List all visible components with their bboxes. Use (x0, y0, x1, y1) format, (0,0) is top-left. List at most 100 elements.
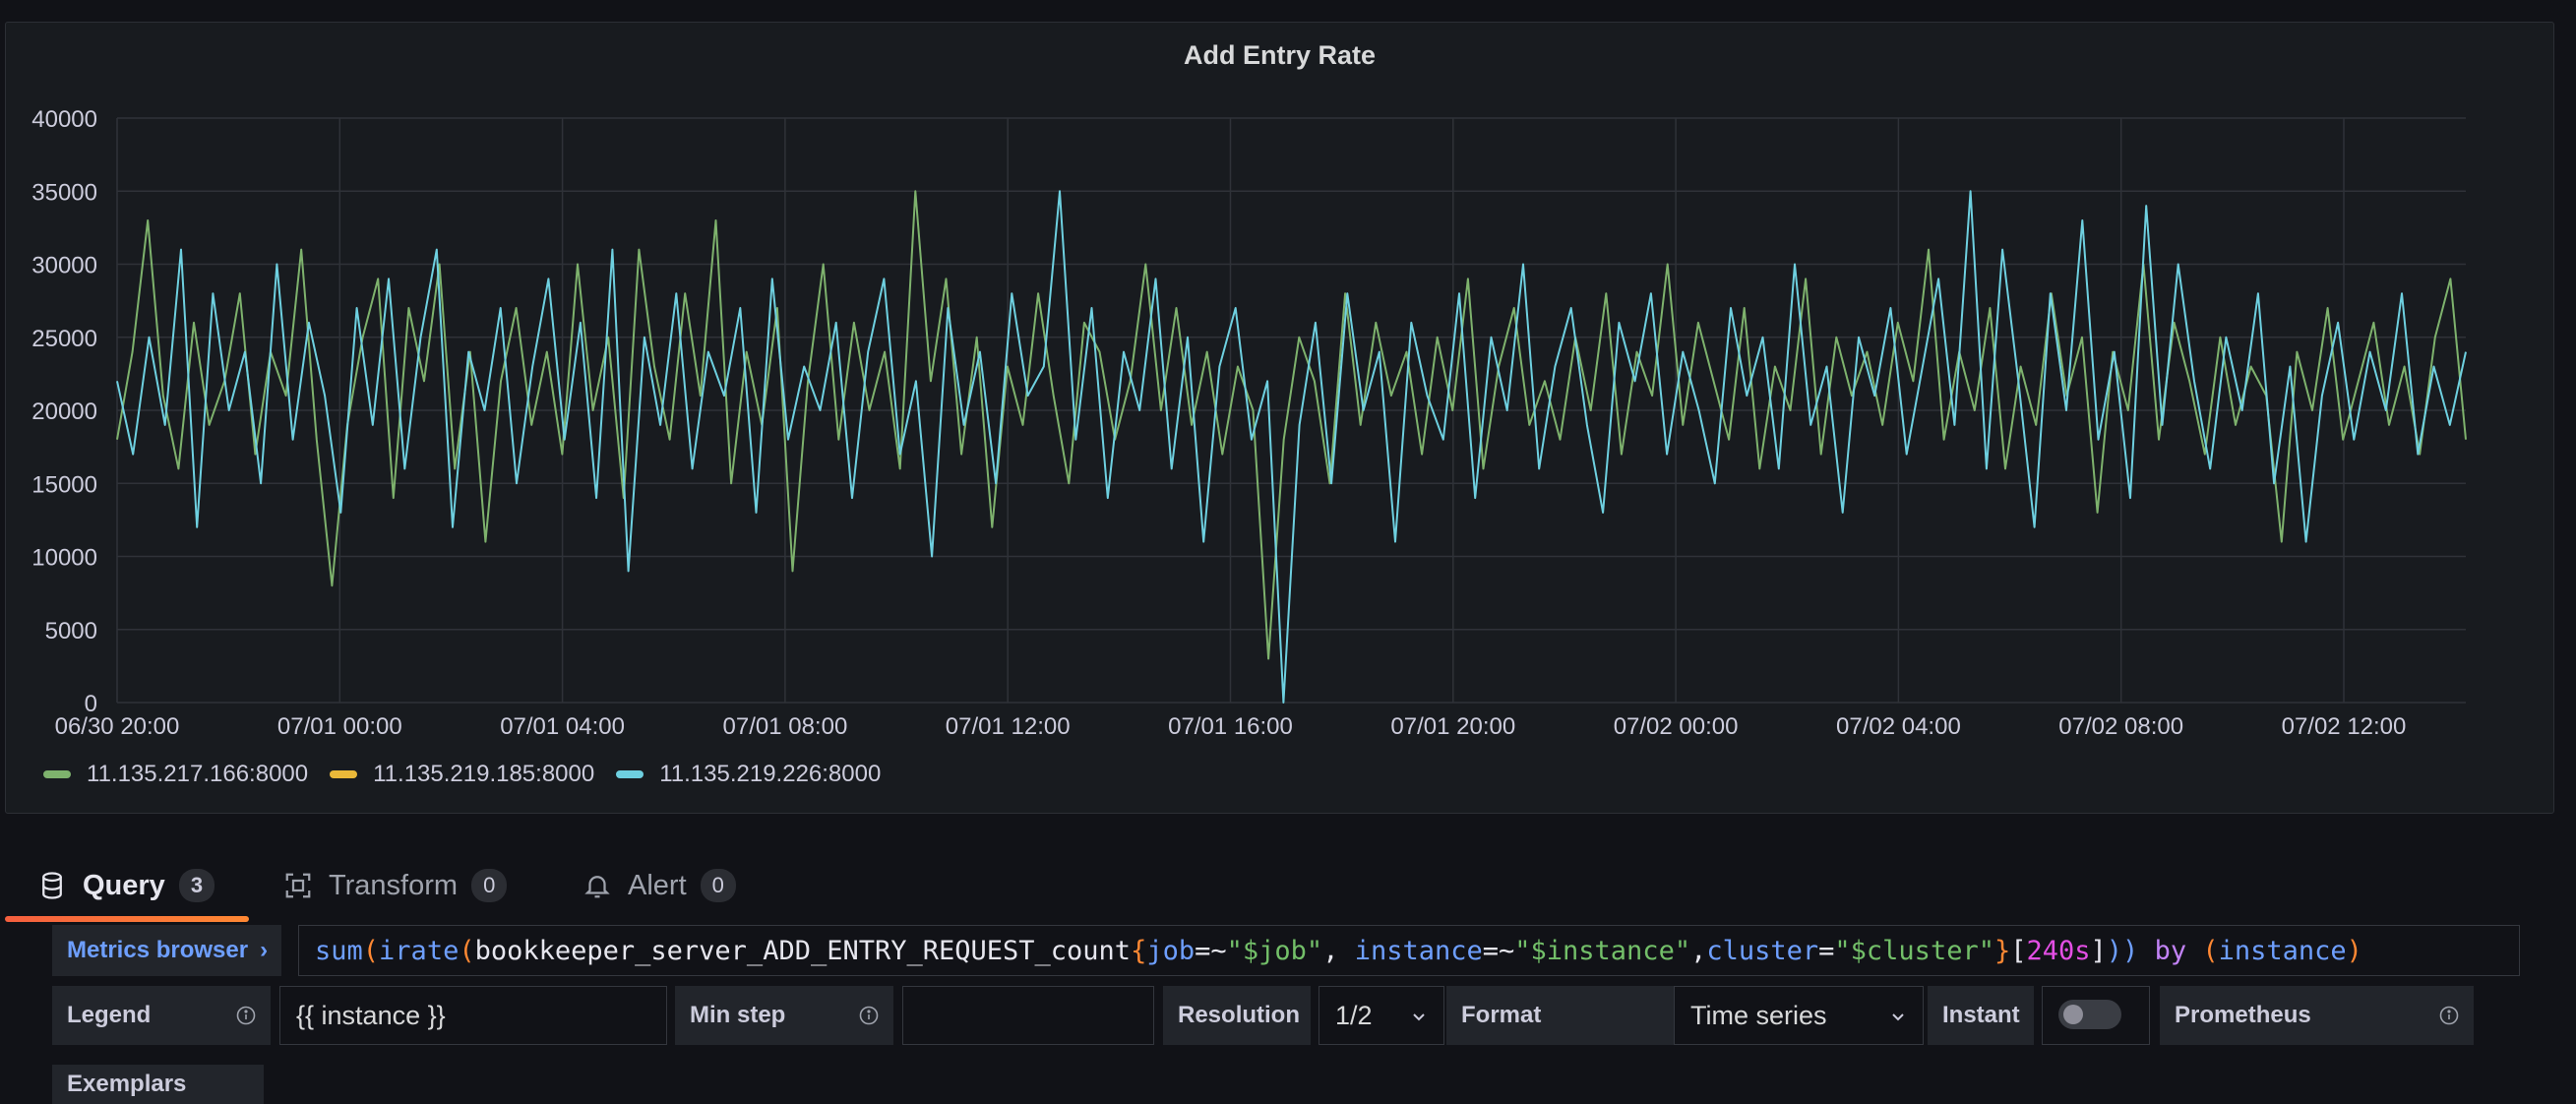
exemplars-option-label: Exemplars (52, 1065, 264, 1104)
query-token: =~ (1482, 935, 1515, 966)
metrics-browser-label: Metrics browser (67, 937, 249, 963)
y-tick-label: 10000 (31, 545, 97, 572)
min-step-input[interactable] (902, 986, 1154, 1045)
metrics-browser-button[interactable]: Metrics browser › (52, 925, 281, 976)
info-icon[interactable] (236, 1006, 256, 1025)
series-line-0 (116, 190, 2467, 660)
resolution-option-label: Resolution (1163, 986, 1311, 1045)
instant-toggle[interactable] (2058, 1000, 2121, 1029)
tab-count: 0 (471, 869, 508, 902)
instant-option-label: Instant (1928, 986, 2034, 1045)
promql-query-input[interactable]: sum(irate(bookkeeper_server_ADD_ENTRY_RE… (298, 925, 2520, 976)
y-tick-label: 35000 (31, 179, 97, 206)
x-tick-label: 07/01 12:00 (946, 713, 1071, 740)
legend-option-label: Legend (52, 986, 271, 1045)
query-token: [ (2010, 935, 2027, 966)
transform-icon (285, 873, 311, 898)
option-label-text: Min step (690, 1002, 786, 1028)
option-label-text: Resolution (1178, 1002, 1300, 1028)
legend-swatch-166 (43, 770, 71, 778)
prometheus-option-label: Prometheus (2160, 986, 2474, 1045)
x-tick-label: 07/01 20:00 (1390, 713, 1515, 740)
query-token: instance (1354, 935, 1483, 966)
min-step-option-label: Min step (675, 986, 893, 1045)
query-token: ( (459, 935, 475, 966)
option-label-text: Format (1461, 1002, 1542, 1028)
y-tick-label: 40000 (31, 106, 97, 133)
tab-count: 3 (178, 869, 215, 902)
chevron-right-icon: › (260, 937, 269, 963)
query-token: cluster (1706, 935, 1819, 966)
query-token: irate (379, 935, 460, 966)
legend-item-226[interactable]: 11.135.219.226:8000 (616, 761, 881, 788)
tab-query[interactable]: Query 3 (37, 854, 215, 917)
query-token: by (2138, 935, 2203, 966)
x-tick-label: 07/01 16:00 (1168, 713, 1293, 740)
query-token: bookkeeper_server_ADD_ENTRY_REQUEST_coun… (474, 935, 1132, 966)
legend-format-input[interactable]: {{ instance }} (279, 986, 667, 1045)
query-token: "$job" (1226, 935, 1323, 966)
info-icon[interactable] (859, 1006, 879, 1025)
legend-label: 11.135.219.185:8000 (373, 761, 595, 787)
x-tick-label: 07/01 00:00 (277, 713, 402, 740)
tab-label: Transform (329, 869, 459, 901)
query-token: ( (2202, 935, 2219, 966)
x-tick-label: 07/02 12:00 (2282, 713, 2407, 740)
chevron-down-icon (1413, 1013, 1425, 1021)
y-tick-label: 20000 (31, 399, 97, 425)
query-token: "$cluster" (1834, 935, 1994, 966)
x-tick-label: 06/30 20:00 (55, 713, 180, 740)
option-label-text: Prometheus (2175, 1002, 2311, 1028)
legend-label: 11.135.219.226:8000 (659, 761, 882, 787)
y-tick-label: 15000 (31, 471, 97, 498)
chart-legend: 11.135.217.166:8000 11.135.219.185:8000 … (43, 761, 881, 788)
query-token: = (1818, 935, 1835, 966)
graph-panel: Add Entry Rate 0 5000 10000 15000 20000 25000… (5, 22, 2554, 814)
legend-swatch-226 (616, 770, 644, 778)
query-token: job (1146, 935, 1196, 966)
format-option-label: Format (1446, 986, 1675, 1045)
tab-alert[interactable]: Alert 0 (583, 854, 736, 917)
tab-count: 0 (700, 869, 736, 902)
editor-tabs: Query 3 Transform 0 Alert 0 (0, 854, 787, 923)
resolution-select[interactable]: 1/2 (1319, 986, 1444, 1045)
legend-swatch-185 (330, 770, 358, 778)
bell-icon (584, 876, 610, 898)
database-icon (42, 872, 62, 899)
info-icon[interactable] (2439, 1006, 2459, 1025)
query-token: sum (315, 935, 363, 966)
y-tick-label: 25000 (31, 326, 97, 352)
select-value: Time series (1690, 1000, 1827, 1030)
x-tick-label: 07/02 04:00 (1836, 713, 1961, 740)
select-value: 1/2 (1335, 1000, 1373, 1030)
query-token: instance (2218, 935, 2347, 966)
option-label-text: Exemplars (67, 1071, 187, 1097)
query-token: )) (2106, 935, 2139, 966)
query-token: ( (362, 935, 380, 966)
x-tick-label: 07/01 04:00 (500, 713, 625, 740)
query-token: 240s (2026, 935, 2091, 966)
legend-label: 11.135.217.166:8000 (87, 761, 309, 787)
tab-transform[interactable]: Transform 0 (283, 854, 508, 917)
legend-item-185[interactable]: 11.135.219.185:8000 (330, 761, 594, 788)
x-tick-label: 07/02 08:00 (2058, 713, 2183, 740)
format-select[interactable]: Time series (1674, 986, 1924, 1045)
panel-title[interactable]: Add Entry Rate (1183, 40, 1377, 70)
query-token: =~ (1195, 935, 1227, 966)
time-series-chart[interactable]: 0 5000 10000 15000 20000 25000 30000 35000 40000… (6, 23, 2553, 813)
toggle-knob (2063, 1005, 2083, 1024)
query-token: { (1131, 935, 1147, 966)
tab-label: Alert (628, 869, 687, 901)
option-label-text: Instant (1942, 1002, 2020, 1028)
y-tick-label: 30000 (31, 253, 97, 279)
query-token: ] (2090, 935, 2107, 966)
chevron-down-icon (1892, 1013, 1904, 1021)
query-options-row: Legend {{ instance }} Min step Resolutio… (0, 986, 2576, 1045)
active-tab-indicator (5, 916, 249, 922)
y-tick-label: 5000 (45, 618, 97, 644)
option-label-text: Legend (67, 1002, 152, 1028)
y-tick-label: 0 (85, 691, 97, 717)
query-token: "$instance" (1514, 935, 1691, 966)
legend-item-166[interactable]: 11.135.217.166:8000 (43, 761, 308, 788)
tab-label: Query (83, 869, 165, 901)
